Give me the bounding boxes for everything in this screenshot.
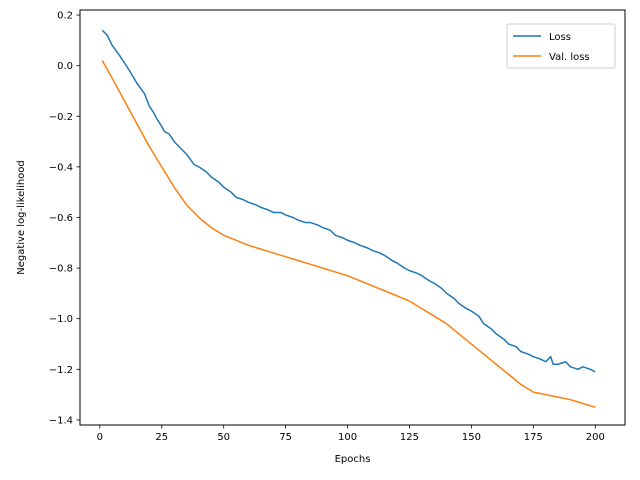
y-tick-label: −0.2 [49,112,73,123]
y-tick-label: −1.2 [49,365,73,376]
y-axis: 0.2 0.0 −0.2 −0.4 −0.6 −0.8 −1.0 −1.2 −1.4 [49,11,80,426]
x-tick-label: 175 [524,432,543,443]
series-line-val-loss [101,60,596,409]
y-axis-label: Negative log-likelihood [16,160,27,275]
y-tick-label: 0.0 [57,61,73,72]
y-tick-label: −0.8 [49,264,73,275]
plot-layer [101,29,596,409]
x-tick-label: 150 [462,432,481,443]
plot-area-frame [79,9,626,426]
x-axis: 0 25 50 75 100 125 150 175 200 [97,425,605,443]
x-tick-label: 50 [217,432,230,443]
x-tick-label: 25 [155,432,168,443]
y-tick-label: 0.2 [57,11,73,22]
legend: Loss Val. loss [506,23,616,69]
x-axis-label: Epochs [335,454,371,465]
y-tick-label: −0.4 [49,162,73,173]
y-tick-label: −1.4 [49,415,73,426]
x-tick-label: 125 [400,432,419,443]
series-line-loss [101,29,596,373]
y-tick-label: −1.0 [49,314,73,325]
x-tick-label: 100 [338,432,357,443]
y-tick-label: −0.6 [49,213,73,224]
x-tick-label: 75 [279,432,292,443]
legend-label-loss: Loss [549,32,571,43]
legend-box [506,23,616,69]
legend-label-val-loss: Val. loss [549,52,590,63]
x-tick-label: 200 [586,432,605,443]
x-tick-label: 0 [97,432,103,443]
